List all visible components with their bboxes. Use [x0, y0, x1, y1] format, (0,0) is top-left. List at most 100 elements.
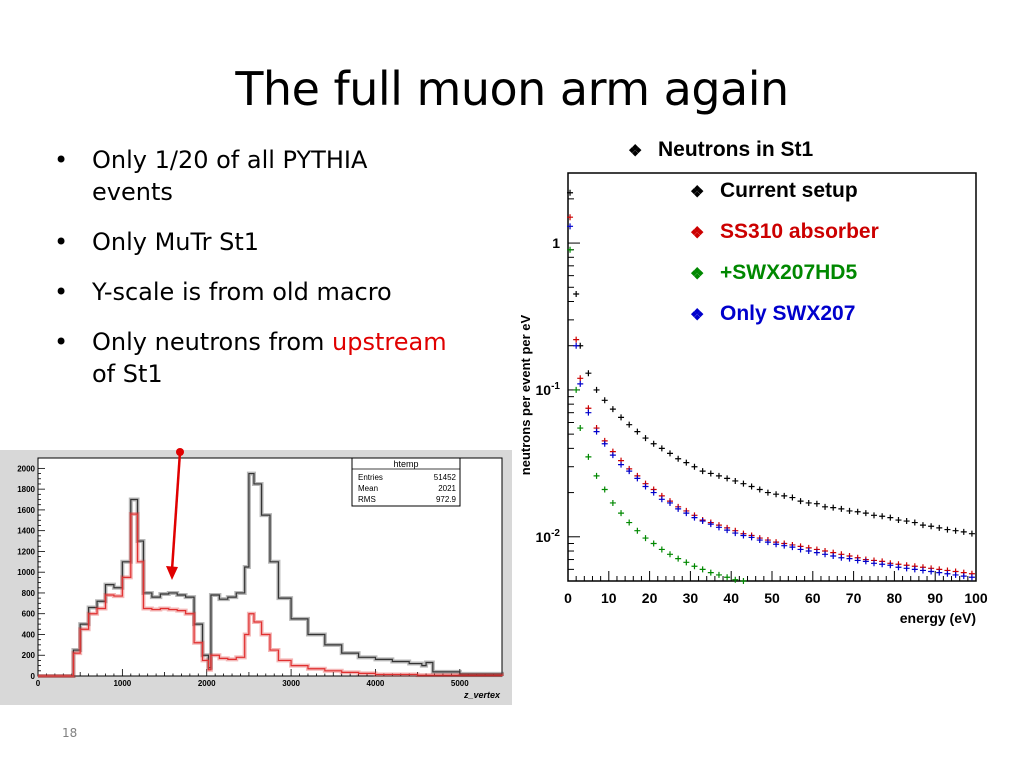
legend-header: ❖ Neutrons in St1 — [628, 138, 814, 161]
data-point — [667, 551, 673, 558]
data-point — [887, 562, 894, 569]
data-point — [609, 499, 616, 506]
data-point — [805, 499, 812, 506]
data-points — [567, 189, 975, 584]
neutron-spectrum-chart: 0 10 20 30 40 50 60 70 80 90 100 1 10-1 10-2 energy … — [518, 172, 988, 626]
data-point — [871, 512, 877, 519]
x-tick-label: 100 — [964, 590, 988, 606]
data-point — [707, 521, 714, 528]
highlight-upstream: upstream — [332, 328, 447, 356]
data-point — [781, 492, 788, 499]
data-point — [764, 489, 771, 496]
data-point — [691, 514, 698, 521]
data-point — [683, 559, 690, 566]
bullet-item: Only 1/20 of all PYTHIA events — [52, 144, 452, 208]
y-tick-label: 1800 — [17, 485, 35, 494]
stats-label: Mean — [358, 484, 378, 493]
data-point — [960, 573, 967, 580]
data-point — [936, 524, 943, 531]
data-point — [642, 483, 649, 490]
x-tick-label: 50 — [764, 590, 780, 606]
y-tick-label: 600 — [22, 610, 36, 619]
data-point — [675, 455, 682, 462]
data-point — [691, 563, 698, 570]
bullet-list: Only 1/20 of all PYTHIA events Only MuTr… — [52, 144, 452, 408]
stats-value: 51452 — [434, 473, 457, 482]
data-point — [593, 386, 600, 393]
x-tick-labels: 0 1000 2000 3000 4000 5000 — [36, 679, 469, 688]
data-point — [968, 530, 975, 537]
data-point — [650, 489, 657, 496]
data-point — [650, 440, 657, 447]
data-point — [593, 428, 600, 435]
data-point — [577, 380, 584, 387]
data-point — [887, 514, 894, 521]
y-tick-label: 2000 — [17, 464, 35, 473]
data-point — [683, 459, 690, 466]
stats-box-frame — [351, 457, 461, 507]
data-point — [715, 472, 722, 479]
data-point — [715, 571, 722, 578]
data-point — [805, 548, 812, 555]
stats-box: htemp Entries 51452 Mean 2021 RMS 972.9 — [351, 457, 461, 507]
y-tick-label: 800 — [22, 589, 36, 598]
data-point — [830, 504, 837, 511]
data-point — [928, 523, 935, 530]
axis-ticks — [567, 172, 977, 582]
y-tick-labels: 1 10-1 10-2 — [536, 235, 561, 545]
data-point — [862, 510, 869, 517]
y-tick-label: 200 — [22, 651, 36, 660]
data-point — [756, 486, 763, 493]
data-point — [960, 528, 967, 535]
data-point — [699, 518, 706, 525]
data-point — [683, 510, 690, 517]
data-point — [618, 414, 625, 421]
data-point — [838, 554, 845, 561]
legend-item-only-swx207: ❖ Only SWX207 — [690, 302, 856, 325]
data-point — [789, 494, 796, 501]
x-tick-label: 10 — [601, 590, 617, 606]
y-tick-label: 1000 — [17, 568, 35, 577]
slide-title: The full muon arm again — [235, 62, 789, 116]
data-point — [573, 342, 580, 349]
y-tick-label: 1600 — [17, 506, 35, 515]
series-upstream — [38, 513, 503, 677]
data-point — [822, 503, 829, 510]
data-point — [879, 561, 886, 568]
data-point — [740, 480, 747, 487]
series-only-swx207 — [567, 223, 975, 581]
legend-item-ss310: ❖ SS310 absorber — [690, 220, 879, 243]
data-point — [724, 574, 731, 581]
x-tick-label: 40 — [723, 590, 739, 606]
data-point — [748, 534, 755, 541]
data-point — [911, 566, 918, 573]
four-diamond-icon: ❖ — [690, 307, 705, 324]
data-point — [634, 428, 641, 435]
legend-item-swx207hd5: ❖ +SWX207HD5 — [690, 261, 858, 284]
data-point — [944, 526, 951, 533]
data-point — [626, 421, 633, 428]
data-point — [618, 510, 625, 517]
x-tick-labels: 0 10 20 30 40 50 60 70 80 90 100 — [564, 590, 988, 606]
x-tick-label: 5000 — [451, 679, 469, 688]
data-point — [642, 535, 649, 542]
bullet-item: Y-scale is from old macro — [52, 276, 452, 308]
data-point — [626, 468, 633, 475]
data-point — [903, 565, 910, 572]
data-point — [707, 470, 714, 477]
x-tick-label: 20 — [642, 590, 658, 606]
data-point — [952, 527, 959, 534]
data-point — [601, 486, 608, 493]
data-point — [871, 560, 877, 567]
series-all — [38, 472, 503, 677]
data-point — [642, 435, 649, 442]
arrow-shaft — [170, 451, 182, 571]
data-point — [609, 452, 616, 459]
z-vertex-histogram: 0 1000 2000 3000 4000 5000 0 200 400 600 800 1000 1… — [0, 450, 512, 705]
data-point — [577, 425, 584, 432]
four-diamond-icon: ❖ — [628, 143, 643, 160]
data-point — [634, 527, 641, 534]
data-point — [732, 530, 739, 537]
legend-item-current-setup: ❖ Current setup — [690, 179, 858, 202]
data-point — [879, 513, 886, 520]
